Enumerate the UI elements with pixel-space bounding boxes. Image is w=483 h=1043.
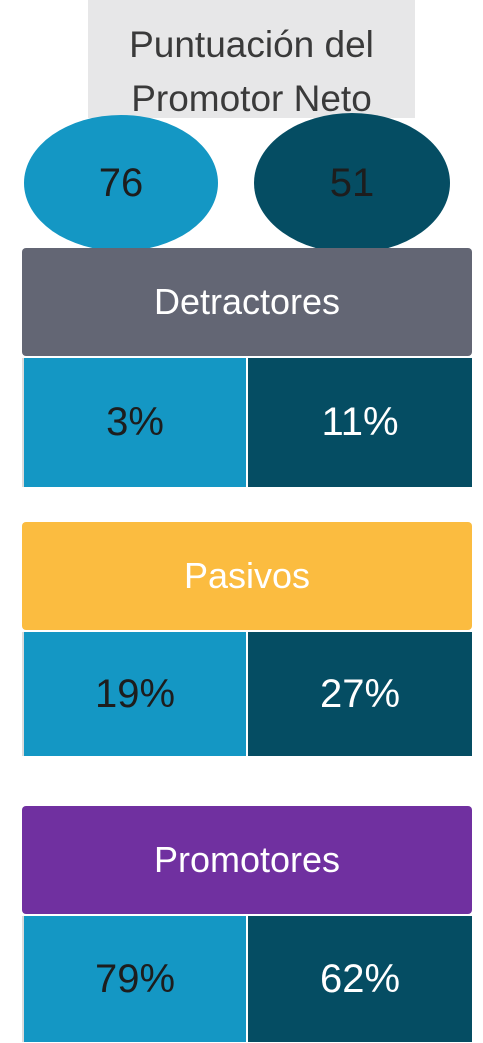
section-value: 62% [248,916,472,1042]
section-value: 79% [22,916,246,1042]
score-oval: 76 [24,115,218,251]
section-value: 27% [248,632,472,756]
title: Puntuación del Promotor Neto [88,0,415,118]
section-value: 3% [22,358,246,487]
section-header: Pasivos [22,522,472,630]
section-header: Detractores [22,248,472,356]
section-header: Promotores [22,806,472,914]
score-oval: 51 [254,113,450,253]
section-value: 11% [248,358,472,487]
section-value: 19% [22,632,246,756]
